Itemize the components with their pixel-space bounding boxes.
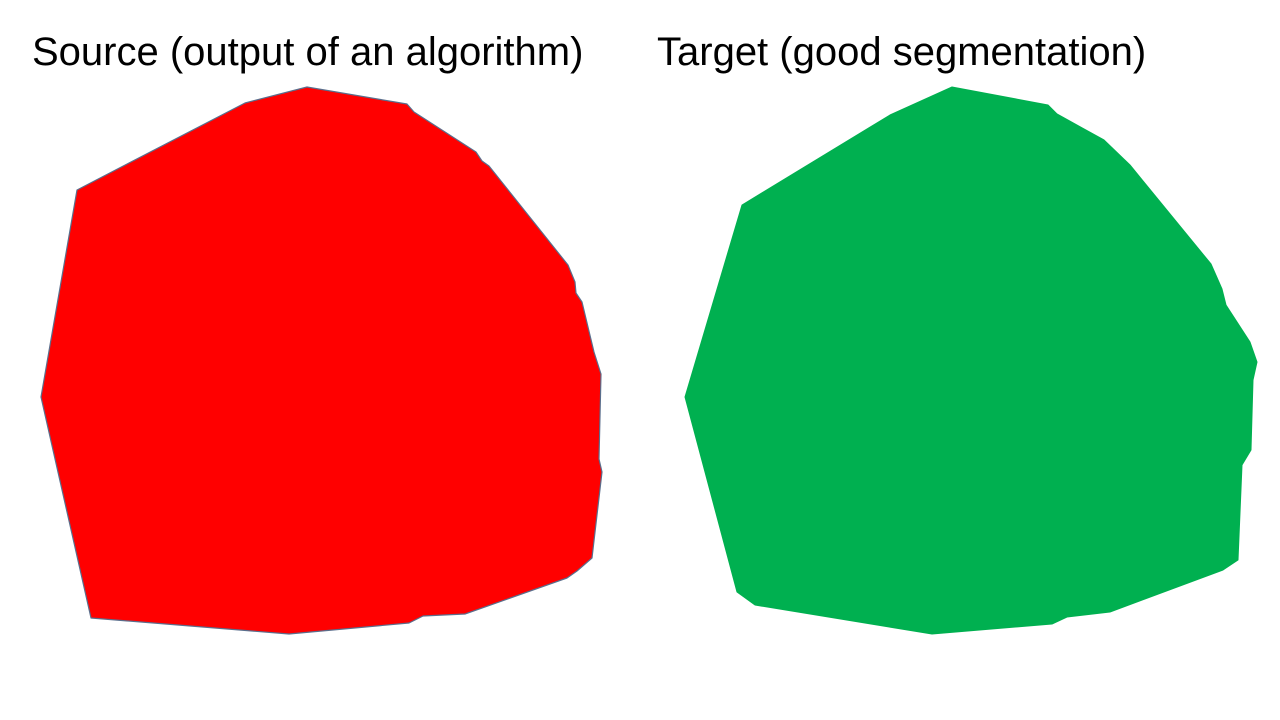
source-segmentation-shape bbox=[40, 86, 603, 635]
target-segmentation-shape bbox=[684, 86, 1258, 635]
source-title: Source (output of an algorithm) bbox=[32, 30, 584, 74]
target-title: Target (good segmentation) bbox=[657, 30, 1147, 74]
